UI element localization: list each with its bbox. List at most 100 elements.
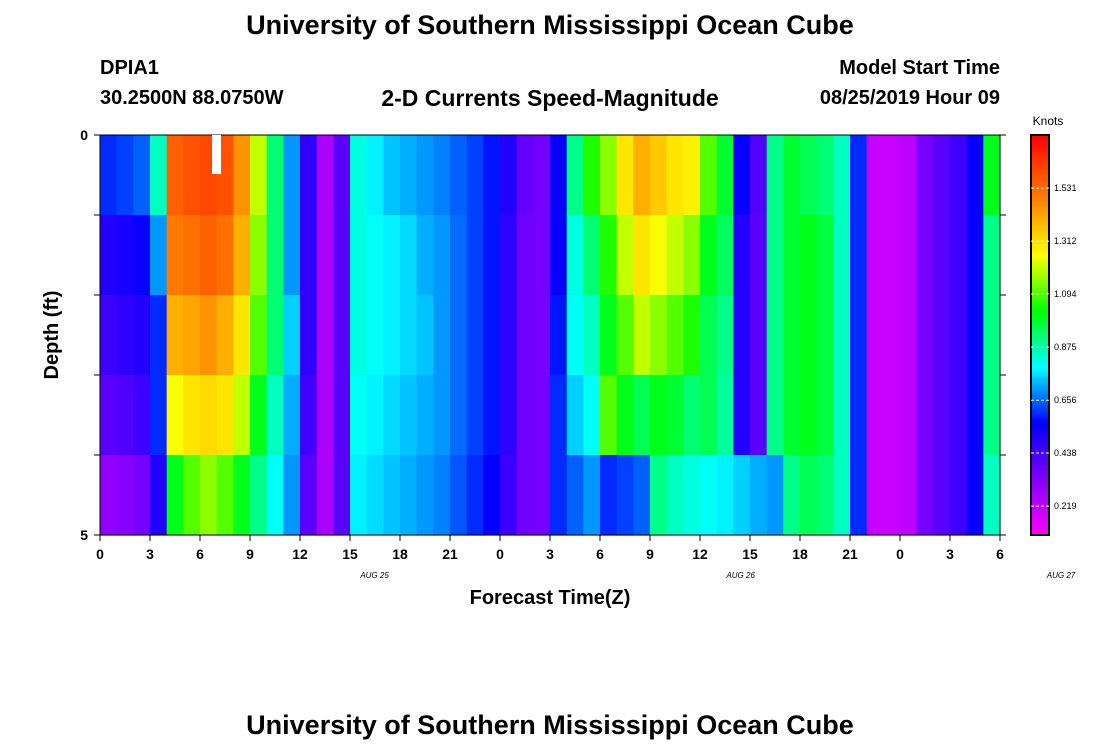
heatmap-cell — [466, 455, 484, 536]
heatmap-cell — [300, 375, 318, 456]
heatmap-cell — [766, 215, 784, 296]
heatmap-cell — [600, 375, 618, 456]
heatmap-cell — [700, 375, 718, 456]
x-tick-label: 18 — [792, 546, 808, 562]
heatmap-cell — [950, 215, 968, 296]
heatmap-cell — [300, 135, 318, 216]
heatmap-cell — [450, 135, 468, 216]
y-tick-label: 0 — [80, 127, 88, 143]
x-tick-label: 21 — [442, 546, 458, 562]
x-tick-label: 3 — [146, 546, 154, 562]
heatmap-cell — [566, 135, 584, 216]
x-tick-label: 0 — [896, 546, 904, 562]
heatmap-cell — [350, 455, 368, 536]
heatmap-cell — [983, 295, 1001, 376]
heatmap-cell — [433, 135, 451, 216]
heatmap-cell — [633, 455, 651, 536]
heatmap-cell — [750, 375, 768, 456]
heatmap-cell — [383, 215, 401, 296]
page-title: University of Southern Mississippi Ocean… — [246, 10, 854, 40]
heatmap-cell — [533, 215, 551, 296]
heatmap-cell — [566, 455, 584, 536]
colorbar-tick-label: 0.875 — [1054, 342, 1077, 352]
heatmap-cell — [583, 215, 601, 296]
heatmap-cell — [883, 375, 901, 456]
heatmap-cell — [500, 135, 518, 216]
heatmap-cell — [250, 455, 268, 536]
heatmap-cell — [583, 135, 601, 216]
heatmap-cell — [800, 375, 818, 456]
heatmap-cell — [733, 455, 751, 536]
heatmap-cell — [500, 375, 518, 456]
heatmap-cell — [516, 215, 534, 296]
heatmap-cell — [400, 215, 418, 296]
heatmap-cell — [800, 215, 818, 296]
heatmap-cell — [600, 135, 618, 216]
heatmap-cell — [800, 295, 818, 376]
heatmap-cell — [283, 455, 301, 536]
heatmap-cell — [933, 295, 951, 376]
heatmap-cell — [850, 375, 868, 456]
heatmap-cell — [316, 215, 334, 296]
heatmap-cell — [983, 135, 1001, 216]
heatmap-cell — [933, 135, 951, 216]
heatmap-cell — [450, 455, 468, 536]
heatmap-cell — [616, 295, 634, 376]
heatmap-cell — [516, 135, 534, 216]
colorbar-tick-label: 0.656 — [1054, 395, 1077, 405]
heatmap-cell — [916, 295, 934, 376]
heatmap-cell — [116, 135, 134, 216]
heatmap-cell — [133, 455, 151, 536]
heatmap-cell — [466, 215, 484, 296]
heatmap-cell — [366, 455, 384, 536]
heatmap-cell — [833, 375, 851, 456]
heatmap-cell — [516, 455, 534, 536]
heatmap-cell — [333, 135, 351, 216]
heatmap-cell — [100, 295, 118, 376]
heatmap-cell — [633, 375, 651, 456]
heatmap-cell — [483, 455, 501, 536]
heatmap-cell — [283, 215, 301, 296]
heatmap-cell — [983, 455, 1001, 536]
heatmap-cell — [166, 295, 184, 376]
heatmap-cell — [916, 215, 934, 296]
x-tick-label: 21 — [842, 546, 858, 562]
heatmap-cell — [550, 135, 568, 216]
heatmap-cell — [100, 455, 118, 536]
heatmap-cell — [416, 375, 434, 456]
heatmap-cell — [850, 135, 868, 216]
heatmap-cell — [316, 295, 334, 376]
heatmap-cell — [633, 295, 651, 376]
heatmap-cell — [916, 455, 934, 536]
heatmap-cell — [866, 215, 884, 296]
heatmap-cell — [683, 215, 701, 296]
heatmap-cell — [183, 295, 201, 376]
heatmap-cell — [883, 215, 901, 296]
missing-data-marker — [212, 135, 221, 174]
heatmap-cell — [500, 295, 518, 376]
heatmap-cell — [533, 455, 551, 536]
heatmap-cell — [966, 135, 984, 216]
x-tick-label: 3 — [946, 546, 954, 562]
heatmap-cell — [566, 295, 584, 376]
date-label: AUG 26 — [725, 571, 755, 580]
heatmap-cell — [633, 135, 651, 216]
x-tick-label: 9 — [646, 546, 654, 562]
heatmap-cell — [250, 295, 268, 376]
heatmap-cell — [583, 295, 601, 376]
heatmap-cell — [400, 455, 418, 536]
heatmap-cell — [800, 135, 818, 216]
heatmap-cell — [283, 295, 301, 376]
heatmap-cell — [650, 295, 668, 376]
heatmap-cell — [950, 375, 968, 456]
heatmap-cell — [966, 295, 984, 376]
heatmap-cell — [266, 375, 284, 456]
heatmap-cell — [266, 455, 284, 536]
heatmap-cell — [366, 375, 384, 456]
heatmap-cell — [900, 215, 918, 296]
heatmap-cell — [900, 455, 918, 536]
heatmap-cell — [216, 295, 234, 376]
heatmap-cell — [416, 135, 434, 216]
heatmap-cell — [966, 375, 984, 456]
heatmap-cell — [400, 375, 418, 456]
